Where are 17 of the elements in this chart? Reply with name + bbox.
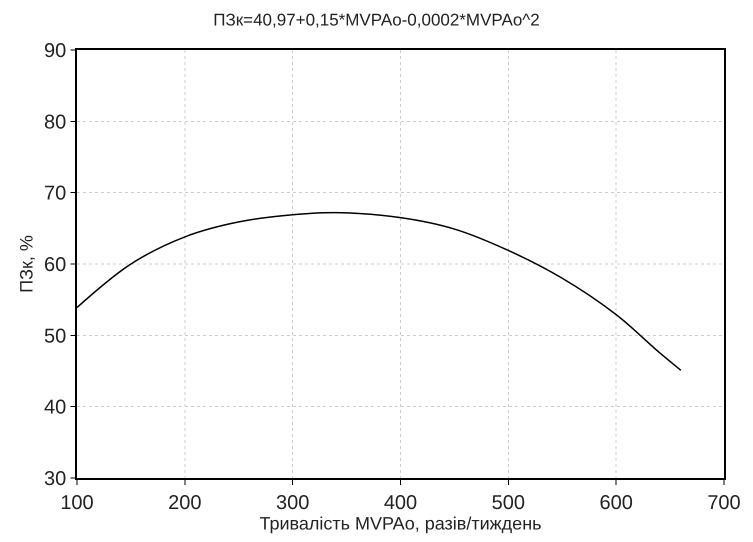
y-tick-label: 70 <box>44 182 66 205</box>
y-tick-label: 90 <box>44 40 66 62</box>
y-tick-label: 30 <box>44 468 66 490</box>
x-tick-label: 600 <box>599 492 633 514</box>
x-tick-label: 200 <box>168 492 202 514</box>
x-tick-label: 400 <box>384 492 418 514</box>
y-tick-label: 60 <box>44 254 66 276</box>
y-axis-title: ПЗк, % <box>16 235 37 293</box>
y-tick-label: 50 <box>44 325 66 348</box>
y-tick-label: 80 <box>44 111 66 134</box>
x-axis-title: Тривалість MVPAо, разів/тиждень <box>259 514 542 534</box>
x-tick-label: 100 <box>60 492 94 514</box>
chart-title: ПЗк=40,97+0,15*MVPAо-0,0002*MVPAо^2 <box>213 10 540 30</box>
x-tick-label: 500 <box>492 492 526 514</box>
x-tick-label: 700 <box>707 492 741 514</box>
y-tick-label: 40 <box>44 396 66 419</box>
x-tick-label: 300 <box>276 492 310 514</box>
